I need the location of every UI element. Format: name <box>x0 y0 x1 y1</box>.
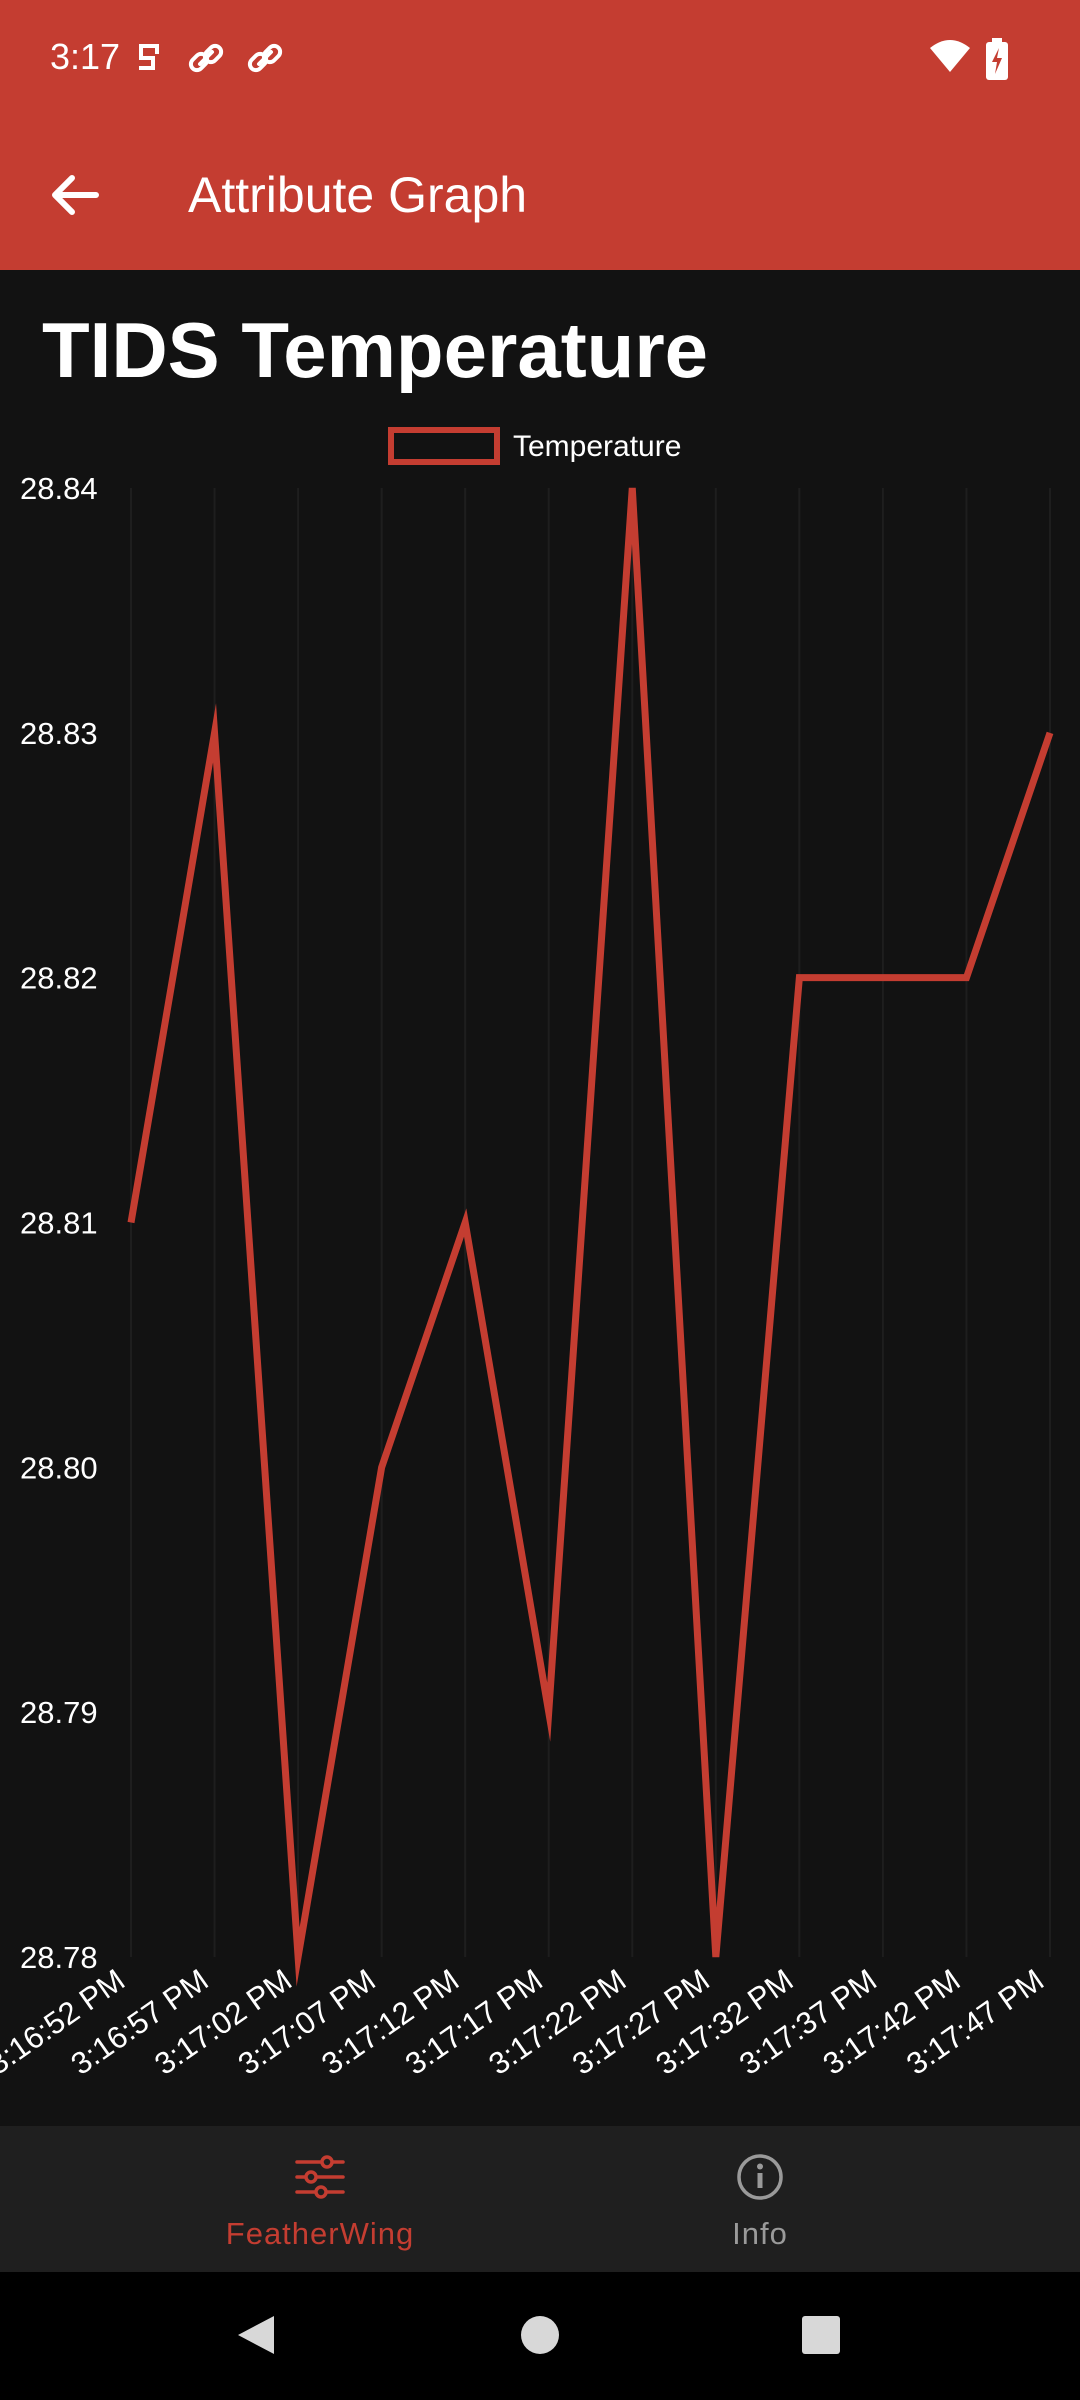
nav-item-info[interactable]: Info <box>610 2126 910 2272</box>
legend-swatch <box>388 427 500 465</box>
nav-item-featherwing[interactable]: FeatherWing <box>170 2126 470 2272</box>
arrow-back-icon <box>52 175 99 215</box>
chart-title: TIDS Temperature <box>42 306 709 394</box>
link-icon <box>188 43 224 73</box>
app-bar: Attribute Graph <box>0 120 1080 270</box>
recents-square-icon[interactable] <box>801 2312 841 2358</box>
info-icon <box>737 2154 783 2200</box>
series-line-temperature <box>127 487 1054 1987</box>
sliders-icon <box>295 2155 345 2199</box>
sim-notification-icon <box>139 44 159 70</box>
back-triangle-icon[interactable] <box>234 2312 278 2358</box>
legend-label: Temperature <box>513 430 681 463</box>
battery-charging-icon <box>986 38 1008 80</box>
back-button[interactable] <box>40 160 110 230</box>
bottom-navigation: FeatherWing Info <box>0 2126 1080 2272</box>
nav-label-info: Info <box>732 2216 788 2251</box>
y-tick-label: 28.78 <box>20 1940 98 1975</box>
y-tick-label: 28.80 <box>20 1450 98 1485</box>
status-time: 3:17 <box>50 36 121 77</box>
y-tick-label: 28.84 <box>20 471 98 506</box>
app-bar-title: Attribute Graph <box>188 167 528 223</box>
status-bar: 3:17 <box>0 0 1080 120</box>
temperature-line-chart: 28.8428.8328.8228.8128.8028.7928.783:16:… <box>0 427 1054 2082</box>
wifi-icon <box>930 40 970 72</box>
y-tick-label: 28.82 <box>20 961 98 996</box>
y-tick-label: 28.81 <box>20 1206 98 1241</box>
nav-label-featherwing: FeatherWing <box>225 2216 415 2251</box>
y-tick-label: 28.79 <box>20 1695 98 1730</box>
y-tick-label: 28.83 <box>20 716 98 751</box>
system-navigation-bar <box>0 2272 1080 2400</box>
home-circle-icon[interactable] <box>520 2312 560 2358</box>
link-icon <box>247 43 283 73</box>
